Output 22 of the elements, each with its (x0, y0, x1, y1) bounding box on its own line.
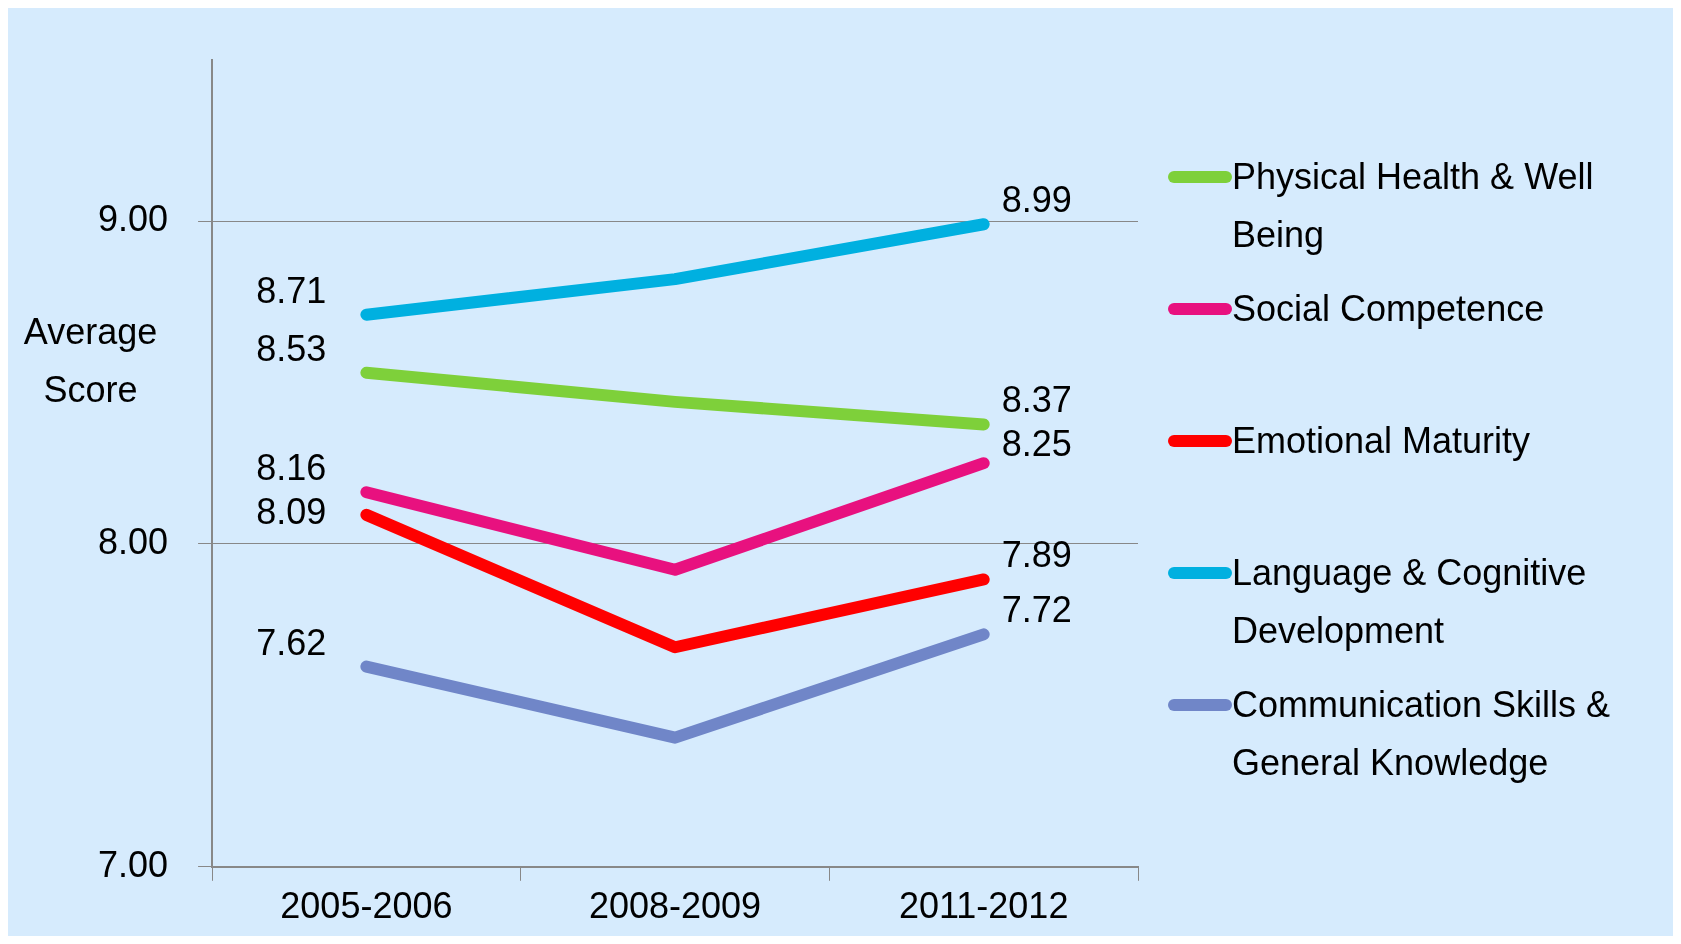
x-tick-label: 2005-2006 (280, 885, 453, 927)
data-label: 8.25 (1001, 423, 1072, 465)
legend-label: Emotional Maturity (1232, 419, 1531, 463)
data-label: 8.71 (256, 269, 327, 311)
data-label: 7.72 (1001, 589, 1072, 631)
data-label: 8.09 (256, 491, 327, 533)
legend-label: Physical Health & Well Being (1232, 155, 1595, 257)
data-label: 8.37 (1001, 379, 1072, 421)
y-axis-title: Average Score (22, 310, 159, 412)
y-tick-label: 8.00 (97, 520, 169, 562)
data-label: 8.53 (256, 327, 327, 369)
y-tick-label: 9.00 (97, 197, 169, 239)
legend-label: Social Competence (1232, 287, 1545, 331)
legend-label: Communication Skills & General Knowledge (1232, 683, 1612, 785)
legend-label: Language & Cognitive Development (1232, 551, 1588, 653)
data-label: 8.99 (1001, 179, 1072, 221)
data-label: 7.62 (256, 621, 327, 663)
y-tick-label: 7.00 (97, 843, 169, 885)
x-tick-label: 2008-2009 (588, 885, 762, 927)
x-tick-label: 2011-2012 (898, 885, 1069, 927)
data-label: 8.16 (256, 447, 327, 489)
data-label: 7.89 (1001, 534, 1072, 576)
